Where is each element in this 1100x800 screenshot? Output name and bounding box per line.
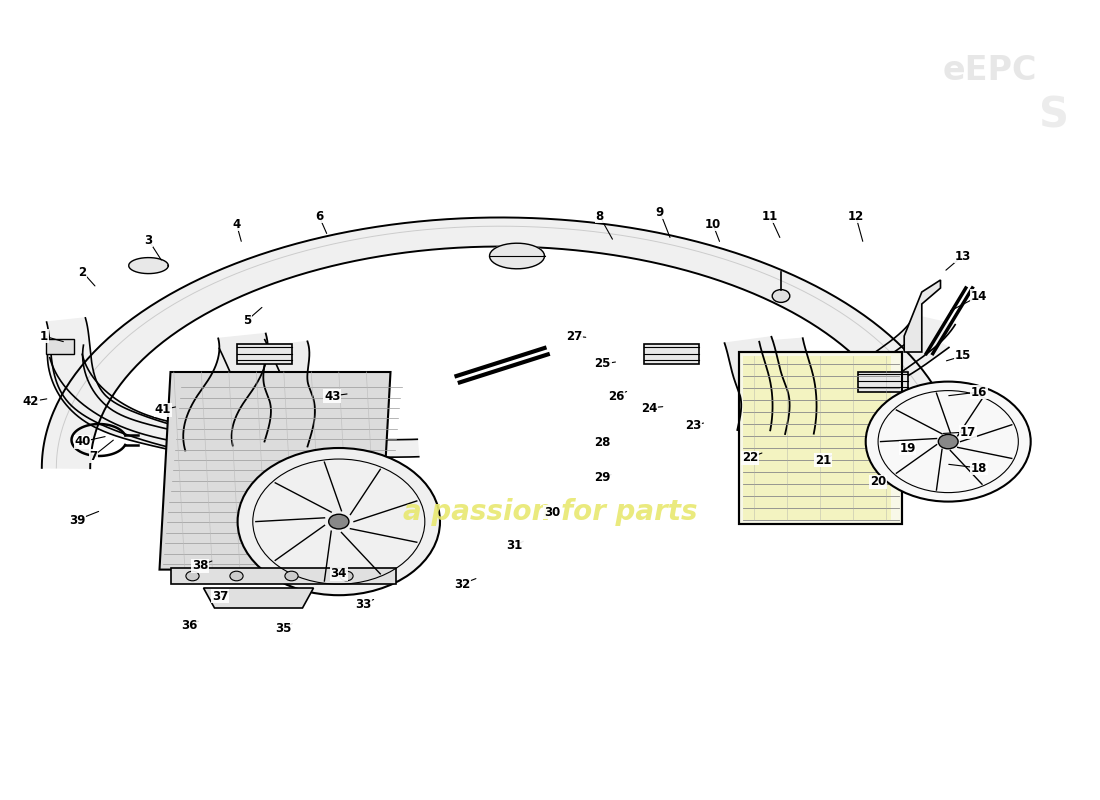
Polygon shape bbox=[263, 342, 315, 446]
Text: 19: 19 bbox=[900, 442, 915, 454]
Text: 10: 10 bbox=[705, 218, 720, 230]
Text: 41: 41 bbox=[155, 403, 170, 416]
Polygon shape bbox=[858, 372, 907, 392]
Polygon shape bbox=[813, 315, 955, 408]
Circle shape bbox=[866, 382, 1031, 502]
Text: 16: 16 bbox=[971, 386, 987, 398]
Polygon shape bbox=[644, 344, 698, 364]
Circle shape bbox=[186, 571, 199, 581]
Polygon shape bbox=[160, 372, 390, 570]
Text: 20: 20 bbox=[870, 475, 886, 488]
Circle shape bbox=[285, 571, 298, 581]
Text: 38: 38 bbox=[192, 559, 208, 572]
Text: 1: 1 bbox=[40, 330, 48, 342]
Text: 43: 43 bbox=[324, 390, 340, 402]
Polygon shape bbox=[50, 354, 419, 457]
Text: 36: 36 bbox=[182, 619, 197, 632]
Text: 28: 28 bbox=[595, 436, 610, 449]
Text: 2: 2 bbox=[78, 266, 87, 278]
Text: 32: 32 bbox=[454, 578, 470, 590]
Text: 12: 12 bbox=[848, 210, 864, 222]
Text: 24: 24 bbox=[641, 402, 657, 414]
Text: S: S bbox=[1038, 95, 1069, 137]
Circle shape bbox=[772, 290, 790, 302]
Text: 42: 42 bbox=[23, 395, 38, 408]
Circle shape bbox=[238, 448, 440, 595]
Text: 7: 7 bbox=[89, 450, 98, 462]
Circle shape bbox=[340, 571, 353, 581]
Polygon shape bbox=[46, 318, 244, 458]
Polygon shape bbox=[47, 343, 277, 458]
Polygon shape bbox=[786, 333, 949, 410]
Polygon shape bbox=[42, 218, 959, 468]
Polygon shape bbox=[170, 568, 396, 584]
FancyBboxPatch shape bbox=[46, 339, 74, 354]
Text: 39: 39 bbox=[69, 514, 85, 526]
Text: 21: 21 bbox=[815, 454, 830, 466]
Text: 22: 22 bbox=[742, 451, 758, 464]
Text: 23: 23 bbox=[685, 419, 701, 432]
Circle shape bbox=[938, 434, 958, 449]
Polygon shape bbox=[759, 338, 816, 434]
Polygon shape bbox=[742, 356, 891, 520]
Text: 5: 5 bbox=[243, 314, 252, 326]
Polygon shape bbox=[236, 344, 292, 364]
Text: 18: 18 bbox=[971, 462, 987, 474]
Text: 40: 40 bbox=[75, 435, 90, 448]
Polygon shape bbox=[204, 588, 314, 608]
Polygon shape bbox=[904, 280, 940, 352]
Polygon shape bbox=[490, 243, 544, 269]
Text: 35: 35 bbox=[276, 622, 292, 634]
Circle shape bbox=[230, 571, 243, 581]
Text: 4: 4 bbox=[232, 218, 241, 230]
Polygon shape bbox=[219, 340, 301, 443]
Text: 25: 25 bbox=[595, 358, 610, 370]
Text: 27: 27 bbox=[566, 330, 582, 342]
Circle shape bbox=[329, 514, 349, 529]
Text: 11: 11 bbox=[762, 210, 778, 222]
Text: 14: 14 bbox=[971, 290, 987, 302]
Text: 9: 9 bbox=[656, 206, 664, 218]
Text: 13: 13 bbox=[955, 250, 970, 262]
Text: eEPC: eEPC bbox=[943, 54, 1037, 87]
Text: 37: 37 bbox=[212, 590, 228, 602]
Polygon shape bbox=[129, 258, 168, 274]
Polygon shape bbox=[739, 352, 902, 524]
Text: 15: 15 bbox=[955, 350, 970, 362]
Text: 30: 30 bbox=[544, 506, 560, 518]
Polygon shape bbox=[184, 334, 267, 450]
Text: 26: 26 bbox=[608, 390, 624, 402]
Text: a passion for parts: a passion for parts bbox=[403, 498, 697, 526]
Text: 31: 31 bbox=[507, 539, 522, 552]
Text: 34: 34 bbox=[331, 567, 346, 580]
Text: 8: 8 bbox=[595, 210, 604, 222]
Text: 3: 3 bbox=[144, 234, 153, 246]
Polygon shape bbox=[725, 337, 790, 434]
Text: 6: 6 bbox=[315, 210, 323, 222]
Text: 29: 29 bbox=[595, 471, 610, 484]
Text: 33: 33 bbox=[355, 598, 371, 610]
Text: 17: 17 bbox=[960, 426, 976, 438]
